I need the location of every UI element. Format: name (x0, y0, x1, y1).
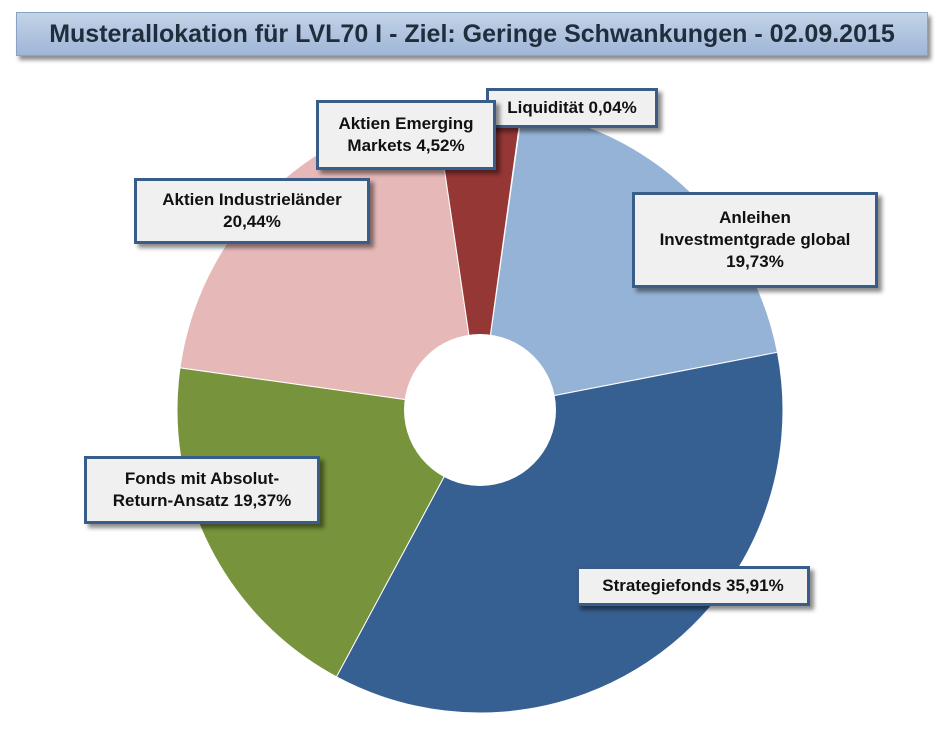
label-line: Return-Ansatz 19,37% (112, 491, 292, 510)
label-line: Liquidität 0,04% (507, 98, 637, 117)
label-line: Aktien Emerging (338, 114, 474, 133)
label-anleihen: Anleihen Investmentgrade global 19,73% (632, 192, 878, 288)
label-line: Anleihen (719, 208, 791, 227)
label-aktien-industrie: Aktien Industrieländer 20,44% (134, 178, 370, 244)
label-aktien-emerging: Aktien Emerging Markets 4,52% (316, 100, 496, 170)
label-line: Markets 4,52% (347, 136, 465, 155)
label-line: Strategiefonds 35,91% (602, 576, 784, 595)
label-strategiefonds: Strategiefonds 35,91% (576, 566, 810, 606)
label-line: 20,44% (223, 212, 281, 231)
label-absolut-return: Fonds mit Absolut- Return-Ansatz 19,37% (84, 456, 320, 524)
donut-hole (404, 334, 556, 486)
label-line: Investmentgrade global (659, 230, 851, 249)
label-line: Aktien Industrieländer (162, 190, 342, 209)
chart-title: Musterallokation für LVL70 I - Ziel: Ger… (49, 19, 895, 48)
slice-absolut-return (176, 367, 481, 678)
label-line: 19,73% (726, 252, 784, 271)
label-line: Fonds mit Absolut- (124, 469, 280, 488)
chart-title-box: Musterallokation für LVL70 I - Ziel: Ger… (16, 12, 928, 56)
label-liquiditaet: Liquidität 0,04% (486, 88, 658, 128)
slice-strategiefonds (335, 351, 784, 714)
